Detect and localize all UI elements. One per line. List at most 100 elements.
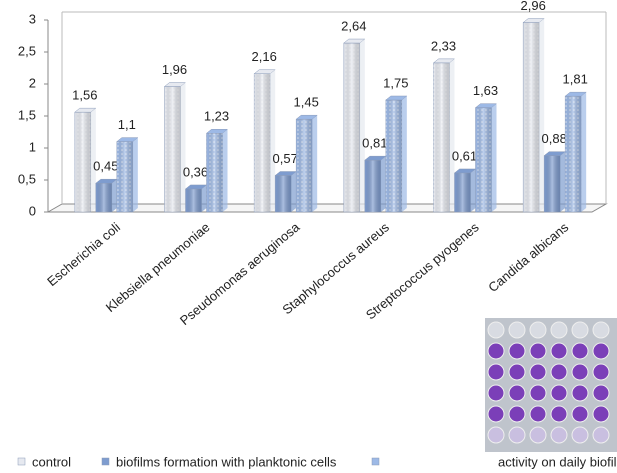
data-label: 0,88 (542, 131, 567, 146)
legend-swatch (18, 458, 25, 465)
data-label: 0,61 (452, 148, 477, 163)
well (509, 385, 525, 401)
well (572, 322, 588, 338)
x-tick-label: Candida albicans (485, 219, 571, 295)
bar-group (344, 39, 365, 212)
data-label: 1,81 (563, 72, 588, 87)
well (530, 406, 546, 422)
bar-group (296, 115, 317, 212)
data-label: 2,33 (431, 38, 456, 53)
bar-group (96, 179, 117, 212)
bar-side (381, 156, 386, 212)
y-tick-label: 3 (29, 11, 36, 26)
legend-label: biofilms formation with planktonic cells (116, 454, 337, 469)
bar-group (386, 96, 407, 212)
bar-side (450, 59, 455, 212)
bar-side (181, 83, 186, 212)
well (530, 427, 546, 443)
well (551, 427, 567, 443)
bar-side (291, 172, 296, 212)
y-tick-label: 2,5 (18, 43, 36, 58)
data-label: 1,96 (162, 62, 187, 77)
legend-label: control (32, 454, 71, 469)
bar-shade (296, 119, 312, 212)
bar-side (202, 185, 207, 212)
well (572, 427, 588, 443)
well (488, 343, 504, 359)
bar-shade (344, 43, 360, 212)
well (593, 427, 609, 443)
well (551, 343, 567, 359)
y-tick-label: 2 (29, 75, 36, 90)
well (572, 385, 588, 401)
bar-group (275, 172, 296, 212)
well (530, 385, 546, 401)
data-label: 0,36 (183, 164, 208, 179)
bar-shade (565, 96, 581, 212)
well (488, 406, 504, 422)
data-label: 0,45 (93, 159, 118, 174)
data-label: 1,1 (118, 117, 136, 132)
well (551, 406, 567, 422)
data-label: 1,23 (204, 109, 229, 124)
well (530, 343, 546, 359)
bar-shade (165, 87, 181, 212)
data-label: 1,75 (383, 75, 408, 90)
bar-side (223, 129, 228, 212)
bar-side (539, 19, 544, 212)
well (572, 406, 588, 422)
legend-swatch (102, 458, 109, 465)
bar-group (365, 156, 386, 212)
bar-shade (96, 183, 112, 212)
bar-group (476, 104, 497, 212)
well (551, 364, 567, 380)
well (572, 343, 588, 359)
well (551, 385, 567, 401)
bar-side (492, 104, 497, 212)
y-tick-label: 0 (29, 203, 36, 218)
bar-shade (455, 173, 471, 212)
well (551, 322, 567, 338)
well (530, 364, 546, 380)
well (488, 322, 504, 338)
bar-group (455, 169, 476, 212)
bar-shade (434, 63, 450, 212)
bar-group (117, 138, 138, 212)
bar-shade (186, 189, 202, 212)
well (530, 322, 546, 338)
well (593, 385, 609, 401)
well (593, 406, 609, 422)
well (509, 343, 525, 359)
bar-shade (275, 176, 291, 212)
bar-side (402, 96, 407, 212)
well (509, 406, 525, 422)
well (509, 364, 525, 380)
y-tick-label: 1,5 (18, 107, 36, 122)
data-label: 0,81 (362, 136, 387, 151)
well (488, 364, 504, 380)
bar-group (207, 129, 228, 212)
well (509, 322, 525, 338)
bar-group (434, 59, 455, 212)
data-label: 0,57 (273, 151, 298, 166)
bar-group (186, 185, 207, 212)
data-label: 2,96 (521, 0, 546, 13)
bar-shade (254, 74, 270, 212)
well (509, 427, 525, 443)
data-label: 2,16 (252, 49, 277, 64)
bar-shade (365, 160, 381, 212)
well (593, 322, 609, 338)
bar-side (312, 115, 317, 212)
data-label: 1,63 (473, 83, 498, 98)
well (488, 385, 504, 401)
data-label: 1,45 (294, 95, 319, 110)
y-tick-label: 0,5 (18, 171, 36, 186)
well (593, 343, 609, 359)
bar-group (165, 83, 186, 212)
data-label: 2,64 (341, 18, 366, 33)
x-tick-label: Escherichia coli (44, 219, 123, 289)
bar-shade (476, 108, 492, 212)
bar-shade (523, 23, 539, 212)
bar-side (133, 138, 138, 212)
well (572, 364, 588, 380)
